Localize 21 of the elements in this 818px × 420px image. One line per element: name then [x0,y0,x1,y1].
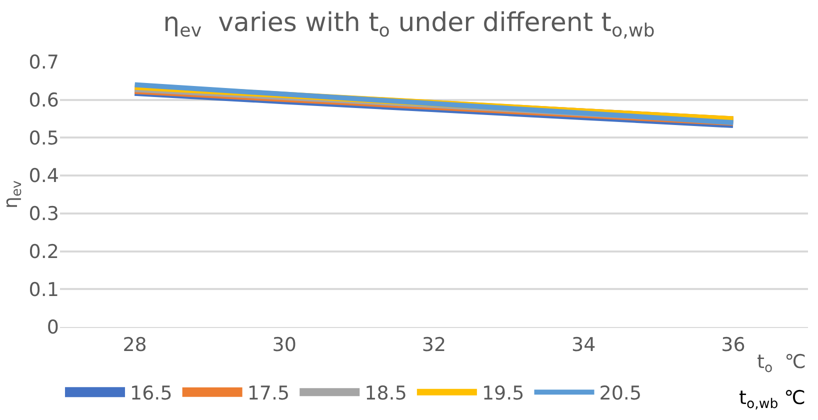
y-tick-label: 0.4 [28,165,59,188]
legend-label: 18.5 [364,382,407,404]
y-tick-label: 0 [46,316,59,339]
legend-title: t$_{o,wb}$ ℃ [739,387,806,412]
legend-label: 16.5 [130,382,172,404]
y-tick-label: 0.1 [28,278,59,301]
legend-label: 17.5 [247,382,290,404]
x-axis-title: t$_{o}$ ℃ [757,351,806,376]
y-tick-label: 0.5 [28,127,59,150]
legend-label: 20.5 [599,382,642,404]
x-tick-label: 36 [721,334,746,356]
x-tick-label: 28 [122,334,147,356]
y-tick-label: 0.7 [28,52,59,74]
chart-title: η$_{ev}$ varies with t$_{o}$ under different t$_{o,wb}$ [163,8,655,42]
legend-label: 19.5 [482,382,524,404]
x-tick-label: 34 [572,334,596,356]
y-tick-label: 0.3 [28,203,59,226]
y-tick-label: 0.2 [28,240,59,263]
x-tick-label: 30 [272,334,296,356]
x-tick-label: 32 [422,334,446,356]
y-tick-label: 0.6 [28,90,59,112]
